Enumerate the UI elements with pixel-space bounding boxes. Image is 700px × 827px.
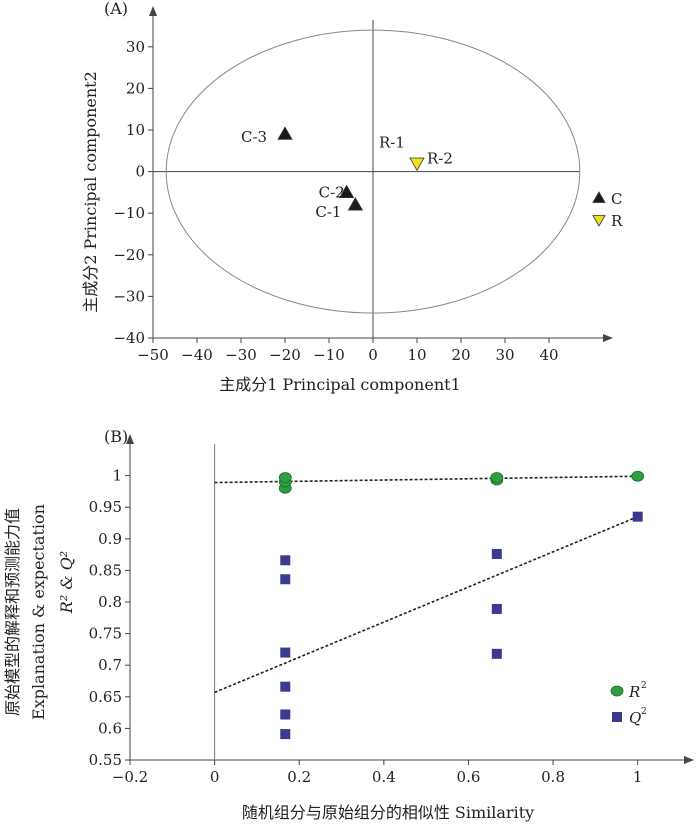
panel-b-legend-label-sup: 2: [641, 681, 647, 691]
panel-a-point-c-1: [347, 197, 364, 211]
panel-a-point-label: R-1: [379, 133, 405, 151]
panel-a-y-tick-label: 30: [126, 38, 145, 56]
panel-b-q2-point: [280, 555, 291, 566]
panel-b-y-axis-title-en: Explanation & expectation: [29, 504, 48, 720]
panel-a-y-tick-label: 10: [126, 121, 145, 139]
panel-a-x-tick-label: −20: [269, 346, 301, 364]
panel-b-y-tick-label: 0.55: [89, 751, 122, 769]
panel-b-q2-point: [491, 548, 502, 559]
panel-a-y-tick-label: 20: [126, 79, 145, 97]
panel-a-legend: CR: [592, 190, 623, 230]
panel-a-x-tick-label: −40: [181, 346, 213, 364]
panel-b-y-axis-title-zh: 原始模型的解释和预测能力值: [3, 508, 22, 716]
panel-b-y-axis-title-r2q2: R² & Q²: [57, 551, 76, 614]
panel-b-q2-point: [632, 511, 643, 522]
panel-a-y-axis-title: 主成分2 Principal component2: [81, 71, 100, 313]
panel-b-x-tick-label: 0.6: [457, 768, 481, 786]
panel-b-y-tick-label: 0.75: [89, 625, 122, 643]
panel-a-point-label: C-2: [319, 183, 345, 201]
panel-a-x-tick-label: −10: [313, 346, 345, 364]
panel-a-label: (A): [104, 0, 128, 18]
panel-a-x-tick-label: 10: [407, 346, 426, 364]
panel-b-x-arrow: [684, 756, 694, 764]
panel-b-y-tick-label: 0.9: [98, 530, 122, 548]
panel-a-point-label: C-3: [241, 128, 267, 146]
panel-a-x-tick-label: −30: [225, 346, 257, 364]
panel-a-x-tick-label: −50: [137, 346, 169, 364]
panel-a-point-c-2: [338, 184, 355, 199]
panel-b-legend-marker-r2: [610, 685, 624, 697]
panel-b-y-tick-label: 0.95: [89, 498, 122, 516]
panel-a: (A) −50 −40 −30 −20 −10 0 10 20 30 403020100−10−2…: [81, 0, 623, 394]
panel-b-q2-point: [491, 648, 502, 659]
panel-a-y-tick-label: −10: [113, 204, 145, 222]
panel-a-legend-label: C: [611, 190, 622, 208]
panel-a-x-axis-title: 主成分1 Principal component1: [219, 375, 461, 394]
panel-b-y-tick-label: 1: [112, 467, 122, 485]
panel-a-confidence-ellipse: [165, 29, 581, 314]
panel-a-points: C-3 C-2 C-1 R-1 R-2: [241, 126, 453, 221]
panel-a-y-tick-label: −20: [113, 246, 145, 264]
panel-a-ticks: −50 −40 −30 −20 −10 0 10 20 30 403020100−10−20−30…: [113, 38, 558, 364]
panel-b: (B) −0.2 0 0.2 0.4 0.6 0.8 1 0.55 0.6 0.65 0.7 0.75…: [3, 427, 694, 822]
panel-b-q2-point: [280, 681, 291, 692]
panel-b-points: [278, 470, 645, 740]
panel-b-x-tick-label: 1: [633, 768, 643, 786]
panel-b-x-tick-label: −0.2: [112, 768, 148, 786]
panel-b-legend-marker-q2: [612, 712, 622, 722]
panel-b-q2-point: [280, 729, 291, 740]
panel-b-legend-label: Q: [629, 709, 641, 727]
panel-b-label: (B): [104, 427, 128, 446]
panel-b-legend-label-sup: 2: [641, 707, 647, 717]
panel-b-legend-label: R: [628, 683, 640, 701]
panel-a-point-label: R-2: [427, 149, 453, 167]
panel-a-point-label: C-1: [315, 203, 341, 221]
panel-a-x-tick-label: 30: [495, 346, 514, 364]
panel-b-x-tick-label: 0.4: [372, 768, 396, 786]
panel-b-legend: R 2Q 2: [610, 681, 647, 727]
panel-b-y-tick-label: 0.85: [89, 561, 122, 579]
panel-b-r2-point: [278, 472, 292, 483]
panel-a-x-tick-label: 40: [539, 346, 558, 364]
panel-b-y-tick-label: 0.65: [89, 688, 122, 706]
panel-b-trendline-r2: [214, 475, 638, 484]
panel-a-legend-marker-c: [592, 191, 606, 203]
panel-b-q2-point: [280, 647, 291, 658]
panel-b-trendline-q2: [214, 515, 638, 694]
panel-a-axes: [149, 6, 613, 342]
panel-b-x-axis-title: 随机组分与原始组分的相似性 Similarity: [242, 803, 534, 822]
panel-b-q2-point: [491, 603, 502, 614]
panel-a-legend-marker-r: [592, 215, 606, 227]
panel-a-legend-label: R: [611, 212, 623, 230]
panel-b-x-tick-label: 0: [210, 768, 220, 786]
panel-a-y-arrow: [149, 6, 157, 16]
panel-b-r2-point: [631, 470, 645, 482]
panel-b-x-tick-label: 0.2: [287, 768, 311, 786]
panel-b-y-tick-label: 0.7: [98, 656, 122, 674]
panel-a-point-r-1: [409, 157, 425, 172]
panel-a-x-tick-label: 0: [368, 346, 378, 364]
panel-b-ticks: −0.2 0 0.2 0.4 0.6 0.8 1 0.55 0.6 0.65 0.7 0.75 0.8 0…: [89, 467, 643, 786]
panel-a-y-tick-label: −30: [113, 287, 145, 305]
panel-b-trendlines: [214, 475, 638, 694]
panel-a-point-c-3: [277, 126, 293, 140]
panel-a-y-tick-label: −40: [113, 329, 145, 347]
panel-b-y-tick-label: 0.8: [98, 593, 122, 611]
panel-b-axes: [126, 434, 694, 764]
panel-b-y-tick-label: 0.6: [98, 719, 122, 737]
panel-b-y-arrow: [126, 434, 134, 444]
panel-a-x-tick-label: 20: [451, 346, 470, 364]
panel-b-q2-point: [280, 574, 291, 585]
panel-a-x-arrow: [603, 334, 613, 342]
panel-b-r2-point: [490, 472, 504, 483]
panel-a-y-tick-label: 0: [135, 163, 145, 181]
panel-b-x-tick-label: 0.8: [541, 768, 565, 786]
panel-b-q2-point: [280, 709, 291, 720]
